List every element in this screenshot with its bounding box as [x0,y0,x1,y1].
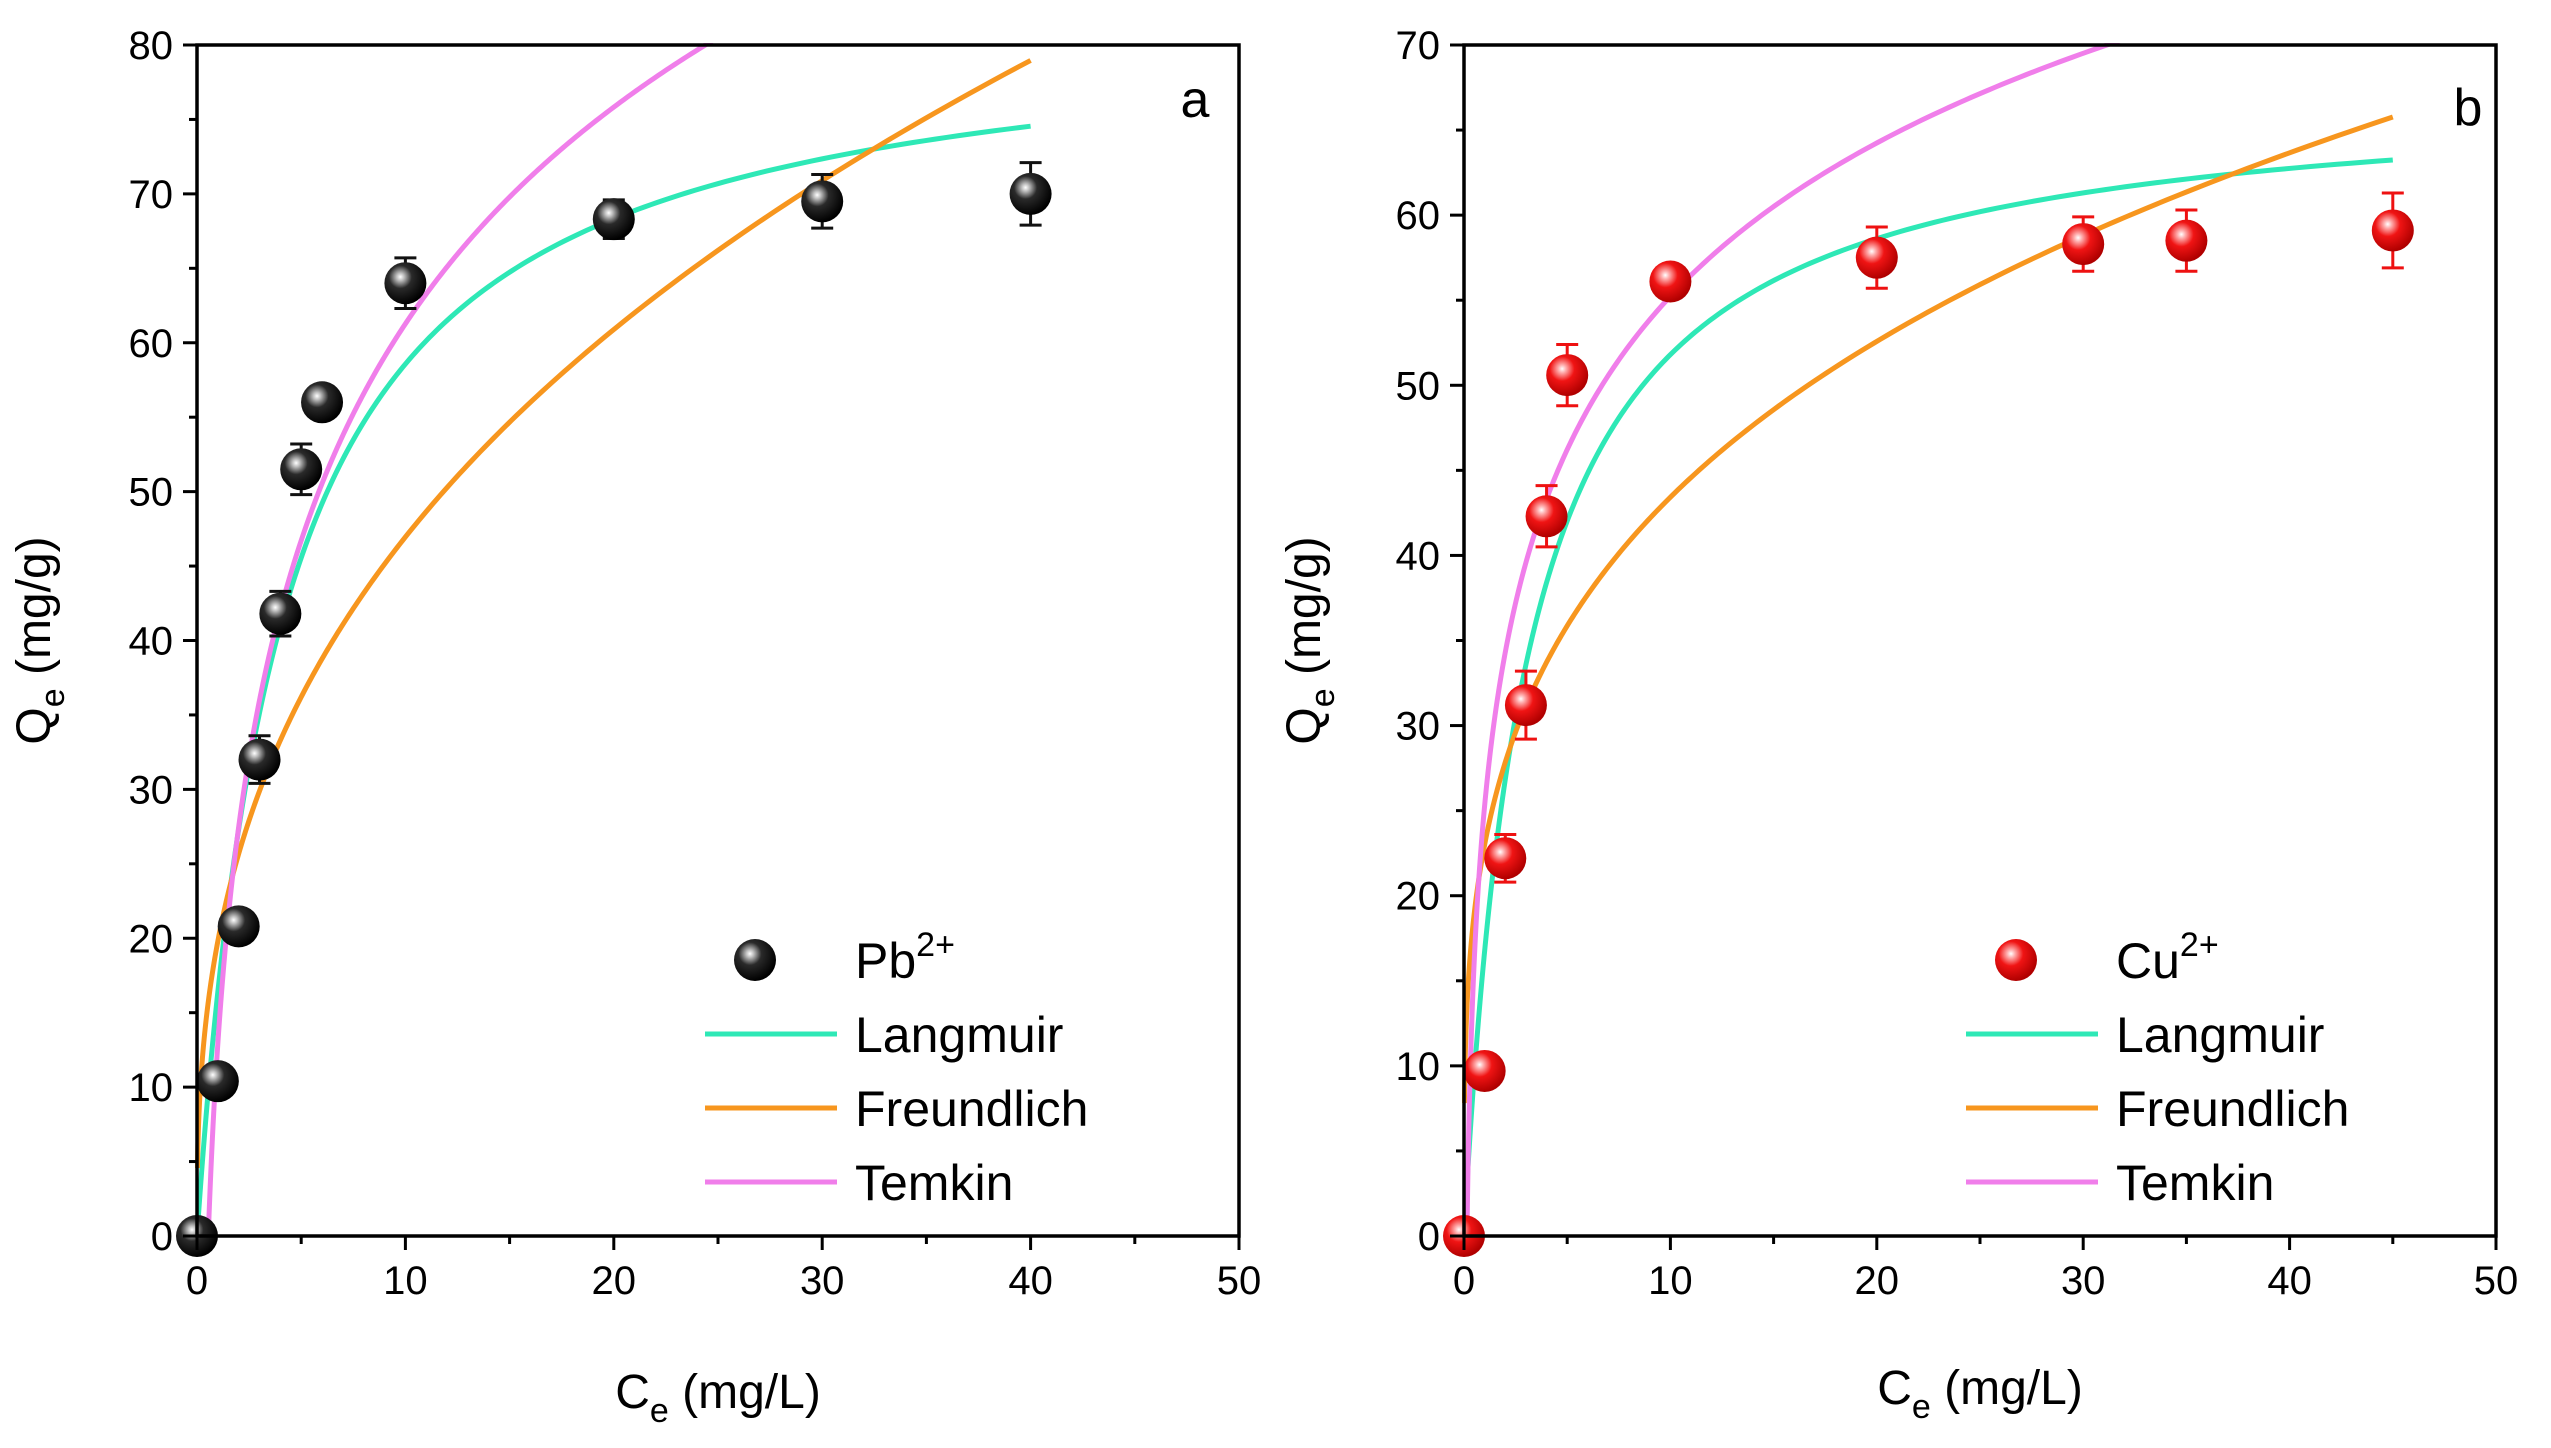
y-axis-title: Qe (mg/g) [8,536,72,744]
data-point [1504,684,1547,727]
data-point [1525,495,1568,538]
legend-label: Freundlich [2116,1081,2349,1137]
legend-item-temkin: Temkin [1966,1155,2274,1211]
x-tick-label: 40 [1008,1259,1053,1303]
y-tick-label: 80 [129,24,174,68]
legend-item-langmuir: Langmuir [1966,1007,2324,1063]
legend-marker [1995,939,2037,981]
y-tick-label: 40 [1396,534,1441,578]
x-tick-label: 20 [1855,1259,1900,1303]
legend-label: Pb2+ [855,926,955,989]
data-point [2062,223,2105,266]
data-point [384,262,427,305]
plot-frame [195,43,1241,1238]
panel-a-pb: 0 10 20 30 40 50 0 10 20 30 40 50 60 70 80 Ce (mg/L) Qe … [8,24,1261,1430]
legend-item-points: Cu2+ [1995,926,2219,989]
y-tick-label: 0 [151,1215,173,1259]
y-tick-label: 60 [129,322,174,366]
legend-item-points: Pb2+ [734,926,955,989]
legend-item-langmuir: Langmuir [705,1007,1063,1063]
data-point [1463,1049,1506,1092]
y-axis: 0 10 20 30 40 50 60 70 [1396,24,1464,1259]
x-axis: 0 10 20 30 40 50 [186,1236,1261,1303]
legend-label: Freundlich [855,1081,1088,1137]
legend-label: Temkin [855,1155,1013,1211]
legend: Pb2+ Langmuir Freundlich Temkin [705,926,1088,1211]
y-tick-label: 50 [1396,364,1441,408]
x-tick-label: 20 [592,1259,637,1303]
y-tick-label: 20 [129,917,174,961]
x-axis-title: Ce (mg/L) [1877,1362,2083,1426]
legend: Cu2+ Langmuir Freundlich Temkin [1966,926,2349,1211]
y-tick-label: 30 [129,768,174,812]
data-point [1009,172,1052,215]
legend-marker [734,939,776,981]
x-tick-label: 50 [2474,1259,2519,1303]
data-points [176,161,1052,1257]
y-axis-title: Qe (mg/g) [1278,536,1342,744]
data-point [2165,219,2208,262]
y-tick-label: 20 [1396,875,1441,919]
data-point [1649,260,1692,303]
x-tick-label: 50 [1217,1259,1262,1303]
data-point [217,905,260,948]
x-tick-label: 10 [1648,1259,1693,1303]
data-point [301,381,344,424]
data-point [1546,354,1589,397]
x-tick-label: 0 [1453,1259,1475,1303]
legend-item-freundlich: Freundlich [1966,1081,2349,1137]
curve-temkin [205,43,714,1231]
y-axis: 0 10 20 30 40 50 60 70 80 [129,24,197,1259]
legend-label: Temkin [2116,1155,2274,1211]
panel-label: a [1181,71,1210,129]
x-tick-label: 10 [383,1259,428,1303]
data-point [238,738,281,781]
x-tick-label: 30 [800,1259,845,1303]
legend-label: Langmuir [855,1007,1063,1063]
panel-label: b [2454,79,2483,137]
y-tick-label: 40 [129,620,174,664]
data-point [280,448,323,491]
y-tick-label: 70 [129,173,174,217]
y-tick-label: 30 [1396,705,1441,749]
panel-b-cu: 0 10 20 30 40 50 0 10 20 30 40 50 60 70 Ce (mg/L) Qe (m… [1278,24,2518,1426]
x-tick-label: 40 [2267,1259,2312,1303]
legend-item-temkin: Temkin [705,1155,1013,1211]
y-tick-label: 10 [1396,1045,1441,1089]
data-point [1484,837,1527,880]
y-tick-label: 10 [129,1066,174,1110]
data-point [2371,209,2414,252]
curve-freundlich [1462,114,2394,1104]
data-point [1855,236,1898,279]
curve-temkin [1464,43,2121,1226]
x-tick-label: 0 [186,1259,208,1303]
data-points [1443,191,2414,1257]
y-tick-label: 50 [129,471,174,515]
plot-frame [1462,43,2498,1238]
x-tick-label: 30 [2061,1259,2106,1303]
data-point [592,198,635,241]
legend-item-freundlich: Freundlich [705,1081,1088,1137]
y-tick-label: 60 [1396,194,1441,238]
y-tick-label: 70 [1396,24,1441,68]
x-axis-title: Ce (mg/L) [615,1366,821,1430]
curve-langmuir [195,123,1031,1231]
legend-label: Langmuir [2116,1007,2324,1063]
x-axis: 0 10 20 30 40 50 [1453,1236,2518,1303]
data-point [801,180,844,223]
curve-langmuir [1462,157,2393,1229]
data-point [196,1060,239,1103]
data-point [259,592,302,635]
legend-label: Cu2+ [2116,926,2219,989]
y-tick-label: 0 [1418,1215,1440,1259]
